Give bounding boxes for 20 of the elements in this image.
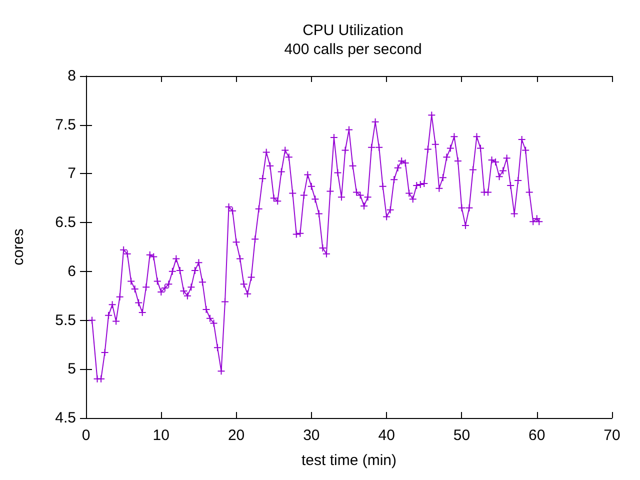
y-tick-label: 7.5 [55, 116, 76, 134]
chart-subtitle: 400 calls per second [284, 41, 422, 58]
x-tick-label: 0 [82, 427, 90, 444]
y-tick-label: 7 [68, 165, 76, 182]
y-tick-label: 6 [68, 262, 76, 280]
chart-title: CPU Utilization [302, 22, 404, 39]
y-tick-label: 4.5 [55, 410, 76, 426]
y-tick-label: 6.5 [55, 214, 76, 232]
x-axis-title: test time (min) [301, 452, 397, 469]
x-tick-label: 50 [453, 427, 470, 444]
x-tick-label: 20 [228, 427, 245, 444]
x-tick-label: 60 [528, 427, 546, 444]
x-tick-label: 30 [303, 427, 320, 444]
y-tick-label: 5.5 [55, 312, 76, 329]
x-tick-label: 10 [152, 427, 170, 444]
y-tick-label: 5 [68, 360, 76, 378]
x-tick-label: 70 [604, 427, 620, 444]
x-tick-label: 40 [378, 427, 395, 444]
y-tick-label: 8 [68, 68, 76, 84]
y-axis-title: cores [10, 228, 27, 266]
